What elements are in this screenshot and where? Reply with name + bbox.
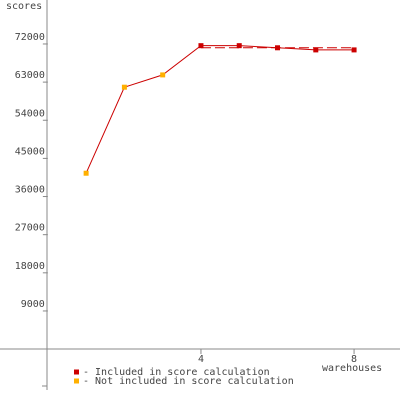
y-axis-label: scores xyxy=(6,1,42,12)
data-line xyxy=(85,45,355,174)
data-point xyxy=(275,45,281,51)
y-tick-label: 36000 xyxy=(15,185,45,196)
y-tick-label: 54000 xyxy=(15,108,45,119)
legend-swatch xyxy=(74,378,79,384)
data-point xyxy=(121,84,127,90)
y-tick-label: 9000 xyxy=(21,299,45,310)
y-tick-label: 63000 xyxy=(15,70,45,81)
data-point xyxy=(236,43,242,49)
data-point xyxy=(160,72,166,78)
y-tick-label: 72000 xyxy=(15,32,45,43)
y-tick-label: 18000 xyxy=(15,261,45,272)
data-point xyxy=(351,47,357,53)
x-tick-label: 8 xyxy=(351,354,357,365)
data-point xyxy=(198,43,204,49)
legend-label: - Included in score calculation xyxy=(83,367,270,378)
y-tick-label: 27000 xyxy=(15,223,45,234)
y-tick-label: 45000 xyxy=(15,146,45,157)
legend-swatch xyxy=(74,369,79,375)
x-tick-label: 4 xyxy=(198,354,204,365)
data-point xyxy=(313,47,319,53)
data-point xyxy=(83,170,89,176)
legend-label: - Not included in score calculation xyxy=(83,376,294,387)
x-axis-label: warehouses xyxy=(322,363,382,374)
